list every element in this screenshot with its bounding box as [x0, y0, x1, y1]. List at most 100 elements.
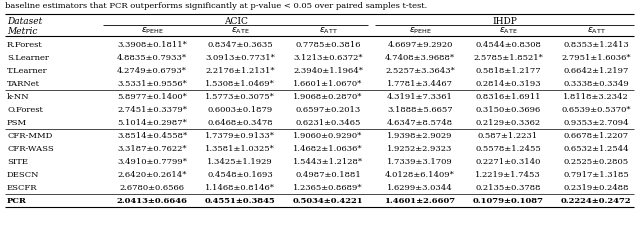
Text: 0.2814±0.3193: 0.2814±0.3193 — [475, 80, 541, 88]
Text: Dataset: Dataset — [7, 16, 42, 26]
Text: 0.2525±0.2805: 0.2525±0.2805 — [563, 158, 628, 166]
Text: 4.3191±7.3361: 4.3191±7.3361 — [387, 93, 453, 101]
Text: 3.1213±0.6372*: 3.1213±0.6372* — [293, 54, 363, 62]
Text: 1.8118±3.2342: 1.8118±3.2342 — [563, 93, 629, 101]
Text: 0.6642±1.2197: 0.6642±1.2197 — [563, 67, 628, 75]
Text: 1.7379±0.9133*: 1.7379±0.9133* — [205, 132, 275, 140]
Text: CFR-MMD: CFR-MMD — [7, 132, 52, 140]
Text: 1.2365±0.8689*: 1.2365±0.8689* — [293, 184, 363, 192]
Text: 1.6299±3.0344: 1.6299±3.0344 — [387, 184, 453, 192]
Text: 0.6468±0.3478: 0.6468±0.3478 — [207, 119, 273, 127]
Text: 3.1888±5.6657: 3.1888±5.6657 — [387, 106, 453, 114]
Text: 0.2224±0.2472: 0.2224±0.2472 — [561, 197, 631, 205]
Text: 1.5308±1.0469*: 1.5308±1.0469* — [205, 80, 275, 88]
Text: 0.2129±0.3362: 0.2129±0.3362 — [476, 119, 541, 127]
Text: 2.2176±1.2131*: 2.2176±1.2131* — [205, 67, 275, 75]
Text: 2.6420±0.2614*: 2.6420±0.2614* — [117, 171, 187, 179]
Text: 0.3338±0.3349: 0.3338±0.3349 — [563, 80, 629, 88]
Text: 4.2749±0.6793*: 4.2749±0.6793* — [117, 67, 187, 75]
Text: 1.9068±0.2870*: 1.9068±0.2870* — [293, 93, 363, 101]
Text: 3.8514±0.4558*: 3.8514±0.4558* — [117, 132, 187, 140]
Text: ACIC: ACIC — [223, 16, 248, 26]
Text: 1.9252±2.9323: 1.9252±2.9323 — [387, 145, 452, 153]
Text: 1.5443±1.2128*: 1.5443±1.2128* — [293, 158, 363, 166]
Text: TARNet: TARNet — [7, 80, 40, 88]
Text: 0.6597±0.2013: 0.6597±0.2013 — [296, 106, 360, 114]
Text: 1.5773±0.3075*: 1.5773±0.3075* — [205, 93, 275, 101]
Text: 5.8977±0.1400*: 5.8977±0.1400* — [117, 93, 187, 101]
Text: 0.1079±0.1087: 0.1079±0.1087 — [472, 197, 543, 205]
Text: 3.3908±0.1811*: 3.3908±0.1811* — [117, 41, 187, 49]
Text: baseline estimators that PCR outperforms significantly at p-value < 0.05 over pa: baseline estimators that PCR outperforms… — [5, 2, 428, 10]
Text: 0.7785±0.3816: 0.7785±0.3816 — [295, 41, 361, 49]
Text: $\epsilon_{\mathrm{ATE}}$: $\epsilon_{\mathrm{ATE}}$ — [499, 26, 517, 36]
Text: $\epsilon_{\mathrm{PEHE}}$: $\epsilon_{\mathrm{PEHE}}$ — [141, 26, 163, 36]
Text: 1.3425±1.1929: 1.3425±1.1929 — [207, 158, 273, 166]
Text: $\epsilon_{\mathrm{ATE}}$: $\epsilon_{\mathrm{ATE}}$ — [230, 26, 250, 36]
Text: 0.6539±0.5370*: 0.6539±0.5370* — [561, 106, 631, 114]
Text: 3.4910±0.7799*: 3.4910±0.7799* — [117, 158, 187, 166]
Text: 1.4682±1.0636*: 1.4682±1.0636* — [293, 145, 363, 153]
Text: S.Learner: S.Learner — [7, 54, 49, 62]
Text: 2.6780±0.6566: 2.6780±0.6566 — [120, 184, 184, 192]
Text: $\epsilon_{\mathrm{ATT}}$: $\epsilon_{\mathrm{ATT}}$ — [586, 26, 605, 36]
Text: 4.8835±0.7933*: 4.8835±0.7933* — [117, 54, 187, 62]
Text: 0.2271±0.3140: 0.2271±0.3140 — [476, 158, 541, 166]
Text: 4.6697±9.2920: 4.6697±9.2920 — [387, 41, 452, 49]
Text: 1.7339±3.1709: 1.7339±3.1709 — [387, 158, 453, 166]
Text: PCR: PCR — [7, 197, 27, 205]
Text: O.Forest: O.Forest — [7, 106, 43, 114]
Text: CFR-WASS: CFR-WASS — [7, 145, 54, 153]
Text: 0.2319±0.2488: 0.2319±0.2488 — [563, 184, 628, 192]
Text: 0.8347±0.3635: 0.8347±0.3635 — [207, 41, 273, 49]
Text: 3.3187±0.7622*: 3.3187±0.7622* — [117, 145, 187, 153]
Text: 0.6003±0.1879: 0.6003±0.1879 — [207, 106, 273, 114]
Text: 0.6678±1.2207: 0.6678±1.2207 — [563, 132, 628, 140]
Text: 0.9353±2.7094: 0.9353±2.7094 — [563, 119, 629, 127]
Text: ESCFR: ESCFR — [7, 184, 38, 192]
Text: k-NN: k-NN — [7, 93, 29, 101]
Text: 4.7408±3.9688*: 4.7408±3.9688* — [385, 54, 455, 62]
Text: 3.0913±0.7731*: 3.0913±0.7731* — [205, 54, 275, 62]
Text: 0.4551±0.3845: 0.4551±0.3845 — [205, 197, 275, 205]
Text: DESCN: DESCN — [7, 171, 40, 179]
Text: $\epsilon_{\mathrm{ATT}}$: $\epsilon_{\mathrm{ATT}}$ — [319, 26, 337, 36]
Text: 4.6347±8.5748: 4.6347±8.5748 — [387, 119, 453, 127]
Text: T.Learner: T.Learner — [7, 67, 47, 75]
Text: 0.5578±1.2455: 0.5578±1.2455 — [475, 145, 541, 153]
Text: 1.3581±1.0325*: 1.3581±1.0325* — [205, 145, 275, 153]
Text: 1.4601±2.6607: 1.4601±2.6607 — [385, 197, 456, 205]
Text: 2.5257±3.3643*: 2.5257±3.3643* — [385, 67, 455, 75]
Text: PSM: PSM — [7, 119, 27, 127]
Text: R.Forest: R.Forest — [7, 41, 43, 49]
Text: 4.0128±6.1409*: 4.0128±6.1409* — [385, 171, 455, 179]
Text: 0.6231±0.3465: 0.6231±0.3465 — [295, 119, 361, 127]
Text: 1.9398±2.9029: 1.9398±2.9029 — [387, 132, 452, 140]
Text: 0.2135±0.3788: 0.2135±0.3788 — [476, 184, 541, 192]
Text: 0.4548±0.1693: 0.4548±0.1693 — [207, 171, 273, 179]
Text: Metric: Metric — [7, 27, 37, 35]
Text: 0.4987±0.1881: 0.4987±0.1881 — [295, 171, 361, 179]
Text: 0.6532±1.2544: 0.6532±1.2544 — [563, 145, 629, 153]
Text: 0.8316±1.6911: 0.8316±1.6911 — [476, 93, 541, 101]
Text: 0.4544±0.8308: 0.4544±0.8308 — [475, 41, 541, 49]
Text: 2.3940±1.1964*: 2.3940±1.1964* — [293, 67, 363, 75]
Text: 0.587±1.2231: 0.587±1.2231 — [478, 132, 538, 140]
Text: 2.5785±1.8521*: 2.5785±1.8521* — [473, 54, 543, 62]
Text: 1.6601±1.0670*: 1.6601±1.0670* — [293, 80, 363, 88]
Text: 0.8353±1.2413: 0.8353±1.2413 — [563, 41, 629, 49]
Text: 1.1468±0.8146*: 1.1468±0.8146* — [205, 184, 275, 192]
Text: $\epsilon_{\mathrm{PEHE}}$: $\epsilon_{\mathrm{PEHE}}$ — [408, 26, 431, 36]
Text: 0.3150±0.3696: 0.3150±0.3696 — [476, 106, 541, 114]
Text: 0.5818±1.2177: 0.5818±1.2177 — [475, 67, 541, 75]
Text: SITE: SITE — [7, 158, 28, 166]
Text: 1.7781±3.4467: 1.7781±3.4467 — [387, 80, 453, 88]
Text: 0.7917±1.3185: 0.7917±1.3185 — [563, 171, 629, 179]
Text: 3.5331±0.9556*: 3.5331±0.9556* — [117, 80, 187, 88]
Text: IHDP: IHDP — [492, 16, 517, 26]
Text: 1.9060±0.9290*: 1.9060±0.9290* — [293, 132, 363, 140]
Text: 1.2219±1.7453: 1.2219±1.7453 — [475, 171, 541, 179]
Text: 2.0413±0.6646: 2.0413±0.6646 — [116, 197, 188, 205]
Text: 2.7451±0.3379*: 2.7451±0.3379* — [117, 106, 187, 114]
Text: 2.7951±1.6036*: 2.7951±1.6036* — [561, 54, 631, 62]
